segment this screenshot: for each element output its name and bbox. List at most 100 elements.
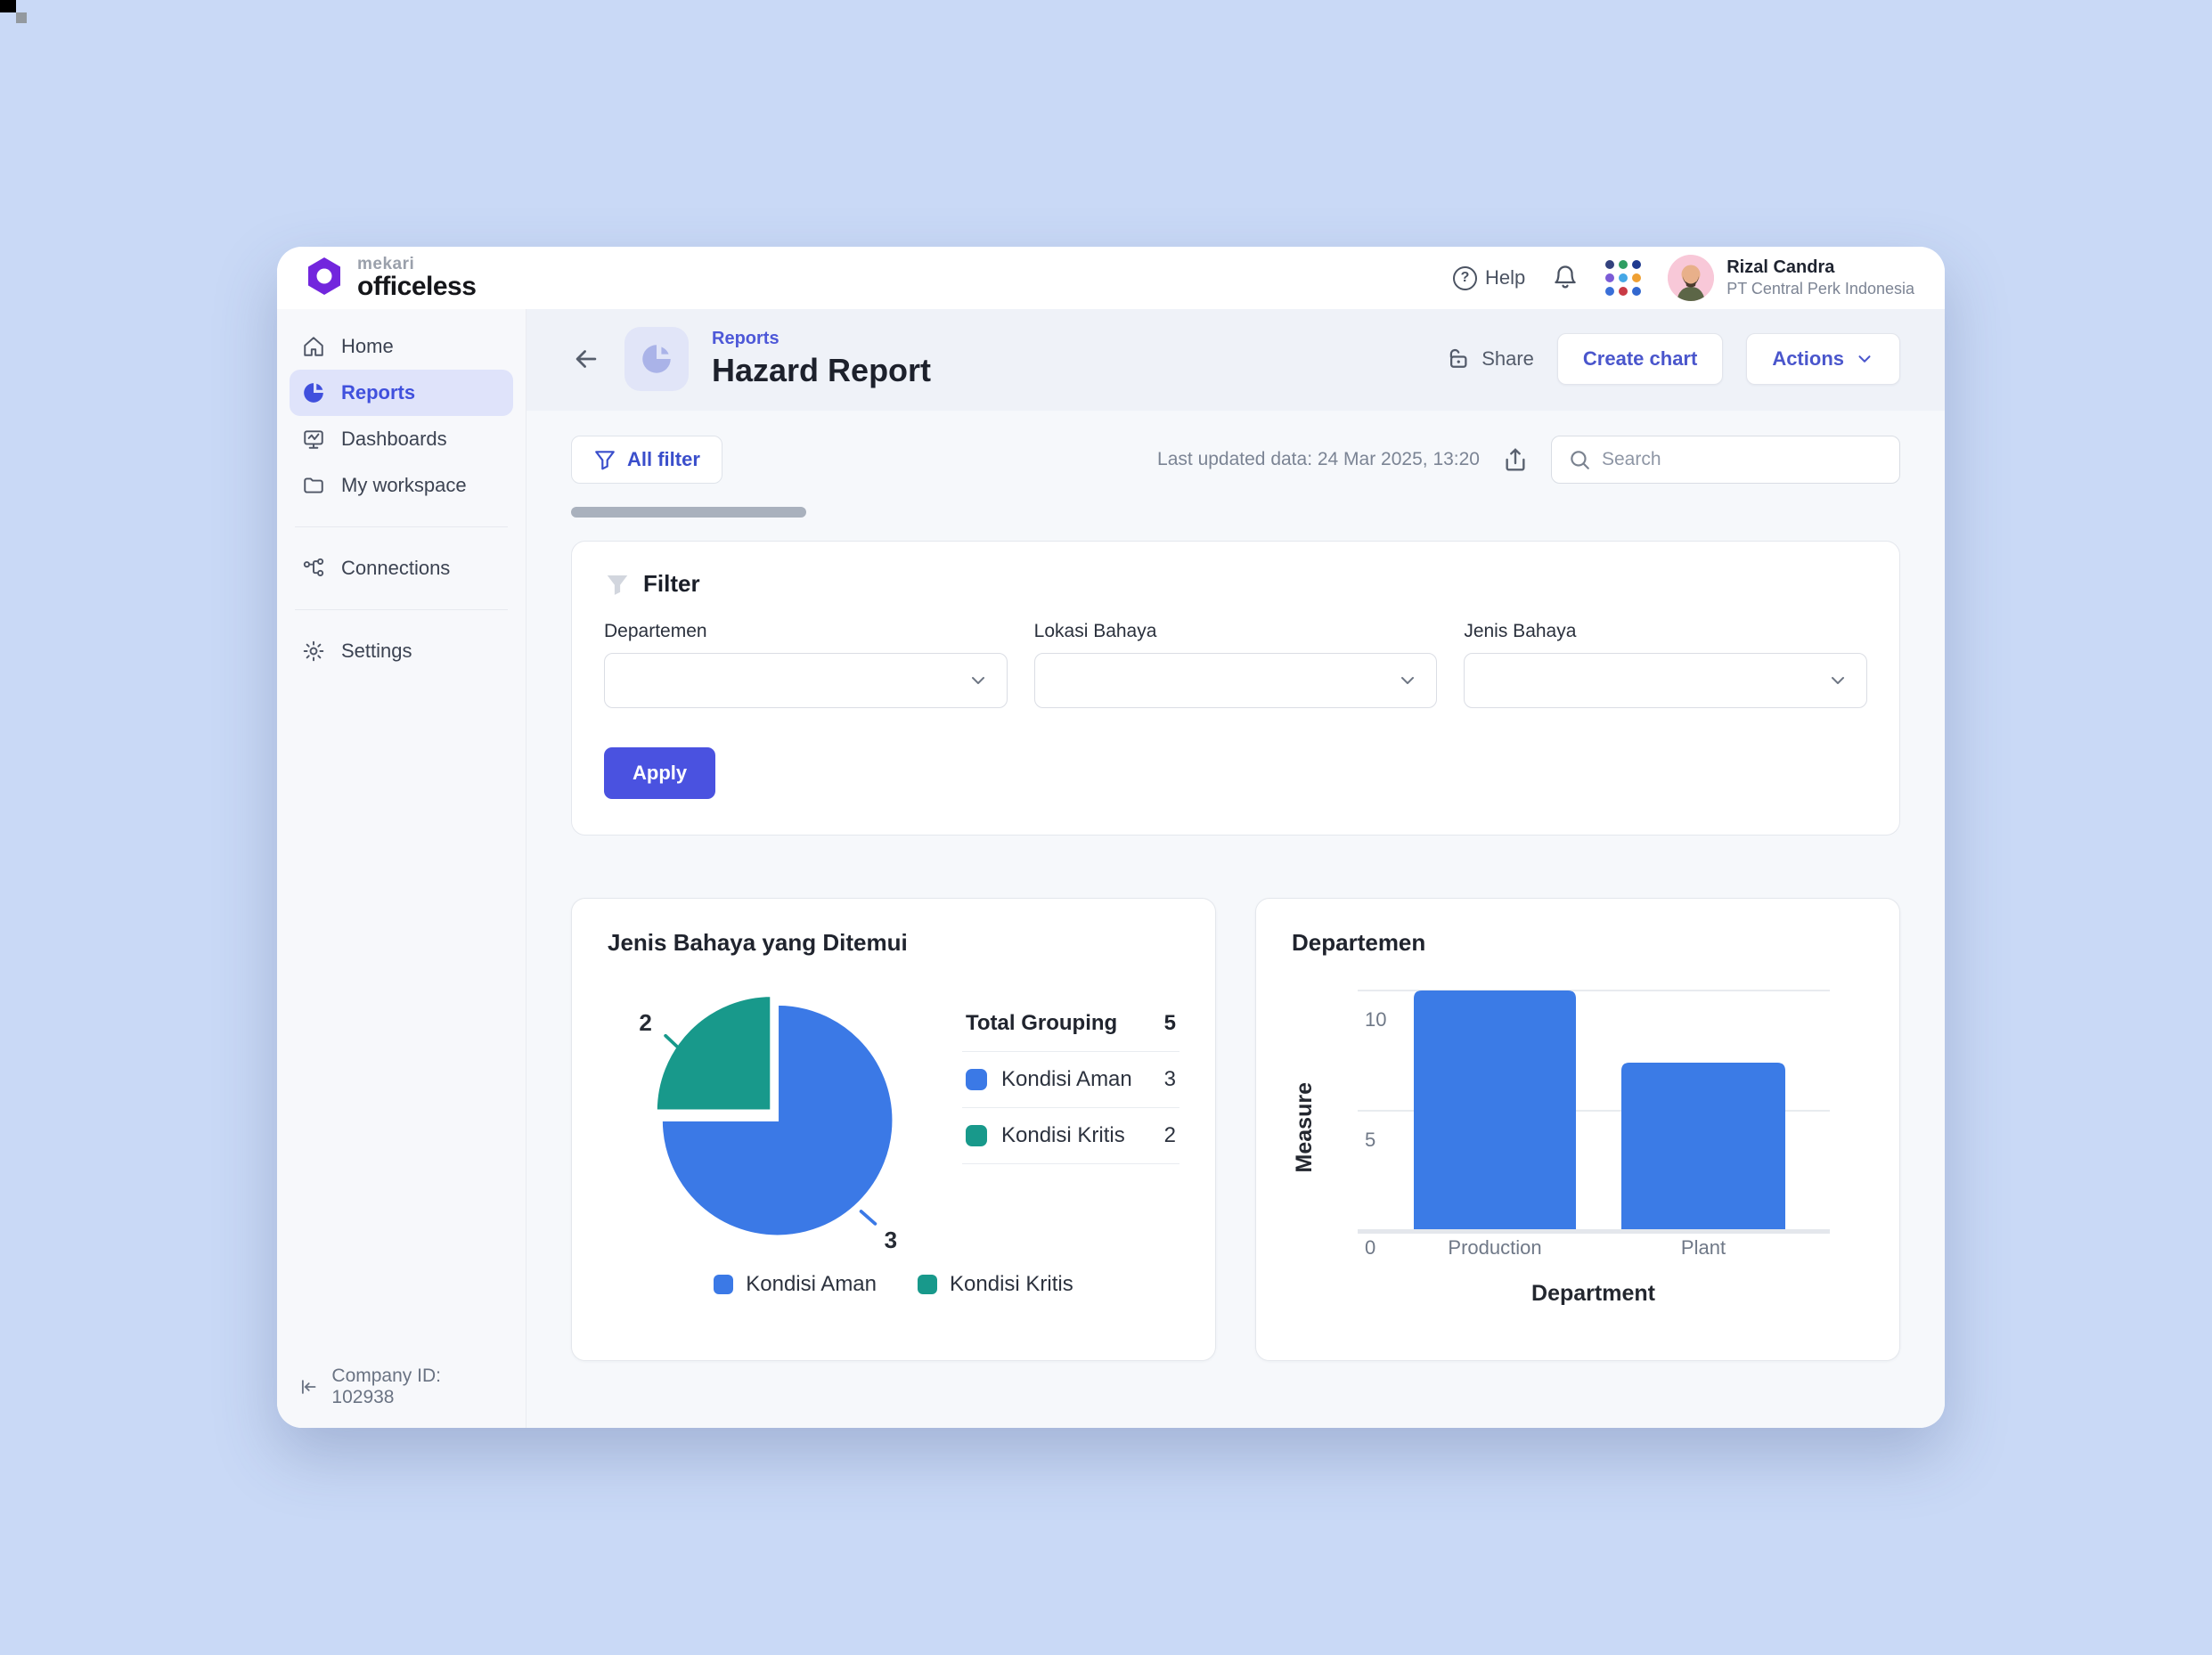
sidebar-item-label: Settings: [341, 640, 412, 662]
filter-panel-title: Filter: [643, 570, 700, 597]
chevron-down-icon: [1858, 355, 1871, 363]
x-axis-label: Department: [1531, 1281, 1655, 1306]
sidebar-item-reports[interactable]: Reports: [290, 370, 513, 416]
legend-item-kritis[interactable]: Kondisi Kritis: [918, 1272, 1073, 1297]
actions-label: Actions: [1772, 347, 1844, 370]
sidebar-item-dashboards[interactable]: Dashboards: [290, 416, 513, 462]
legend-chip: [918, 1275, 938, 1294]
page-header: Reports Hazard Report Share Cre: [526, 309, 1945, 411]
sidebar: Home Reports Dashboards My workspace: [277, 309, 526, 1428]
sidebar-item-label: Dashboards: [341, 428, 447, 450]
lokasi-bahaya-select[interactable]: [1033, 653, 1438, 708]
user-menu[interactable]: Rizal Candra PT Central Perk Indonesia: [1668, 255, 1914, 301]
folder-icon: [304, 477, 323, 493]
jenis-bahaya-select[interactable]: [1464, 653, 1867, 708]
screen-corner-artifact-2: [16, 12, 27, 23]
kondisi-kritis-chip: [966, 1125, 987, 1146]
report-content: All filter Last updated data: 24 Mar 202…: [526, 411, 1945, 1428]
brand-logo[interactable]: mekari officeless: [304, 255, 477, 301]
bar-chart[interactable]: 10 5 0 Production Plant: [1344, 983, 1843, 1261]
pie-chart-title: Jenis Bahaya yang Ditemui: [608, 929, 908, 956]
sidebar-divider: [295, 609, 508, 610]
all-filter-label: All filter: [627, 448, 700, 470]
page-title: Hazard Report: [712, 352, 932, 389]
report-pie-icon: [624, 327, 689, 391]
actions-button[interactable]: Actions: [1746, 333, 1900, 385]
bar-chart-title: Departemen: [1292, 929, 1426, 956]
home-icon: [304, 337, 323, 356]
brand-name-top: mekari: [357, 255, 415, 273]
field-label: Jenis Bahaya: [1464, 621, 1577, 641]
filter-panel: Filter Departemen Lokasi Bahaya: [571, 541, 1900, 836]
back-button[interactable]: [571, 344, 601, 374]
brand-name-bottom: officeless: [357, 272, 477, 301]
legend-item-aman[interactable]: Kondisi Aman: [714, 1272, 877, 1297]
help-icon: ?: [1452, 265, 1477, 290]
collapse-arrow-icon: [301, 1380, 316, 1394]
row-value: 3: [1163, 1067, 1176, 1091]
unlock-icon: [1449, 348, 1467, 368]
sidebar-item-settings[interactable]: Settings: [290, 628, 513, 674]
sidebar-item-label: Home: [341, 335, 394, 357]
all-filter-button[interactable]: All filter: [571, 436, 722, 484]
pie-chart[interactable]: 2 3: [608, 973, 939, 1260]
gear-icon: [303, 640, 324, 662]
chevron-down-icon: [971, 677, 984, 684]
y-axis-label: Measure: [1292, 1081, 1317, 1173]
sidebar-item-connections[interactable]: Connections: [290, 545, 513, 591]
search-icon: [1571, 451, 1589, 469]
dashboard-icon: [304, 430, 323, 449]
sidebar-item-home[interactable]: Home: [290, 323, 513, 370]
sidebar-item-my-workspace[interactable]: My workspace: [290, 462, 513, 509]
main-area: Reports Hazard Report Share Cre: [526, 309, 1945, 1428]
app-window: mekari officeless ? Help: [277, 247, 1945, 1428]
avatar: [1668, 255, 1715, 301]
field-label: Departemen: [604, 621, 707, 641]
x-tick-plant: Plant: [1680, 1236, 1725, 1259]
create-chart-label: Create chart: [1582, 347, 1698, 370]
total-grouping-label: Total Grouping: [966, 1011, 1118, 1035]
horizontal-scrollbar-thumb[interactable]: [571, 507, 806, 518]
bar-chart-card: Departemen Measure 10: [1255, 898, 1900, 1361]
departemen-select[interactable]: [604, 653, 1008, 708]
sidebar-item-label: Reports: [341, 381, 416, 404]
field-label: Lokasi Bahaya: [1033, 621, 1157, 641]
pie-chart-icon: [304, 383, 323, 403]
search-input[interactable]: [1602, 449, 1883, 470]
list-item[interactable]: Kondisi Aman 3: [962, 1052, 1179, 1108]
topbar: mekari officeless ? Help: [277, 247, 1945, 309]
apps-grid-icon[interactable]: [1605, 260, 1642, 296]
sidebar-collapse[interactable]: Company ID: 102938: [290, 1366, 513, 1408]
mekari-hexagon-logo-icon: [304, 256, 345, 301]
connections-icon: [303, 558, 324, 576]
user-company: PT Central Perk Indonesia: [1726, 280, 1914, 298]
help-label: Help: [1484, 266, 1526, 289]
pie-callout-aman: 3: [885, 1227, 897, 1253]
export-share-icon[interactable]: [1501, 445, 1530, 474]
create-chart-button[interactable]: Create chart: [1556, 333, 1724, 385]
row-label: Kondisi Kritis: [1001, 1123, 1125, 1147]
apply-button[interactable]: Apply: [604, 747, 716, 799]
total-grouping-value: 5: [1163, 1011, 1176, 1035]
sidebar-item-label: My workspace: [341, 474, 467, 496]
row-value: 2: [1163, 1123, 1176, 1147]
y-tick-5: 5: [1365, 1129, 1375, 1151]
list-item[interactable]: Kondisi Kritis 2: [962, 1108, 1179, 1164]
breadcrumb[interactable]: Reports: [712, 329, 780, 349]
pie-callout-kritis: 2: [639, 1009, 651, 1036]
search-box: [1551, 436, 1900, 484]
filter-field-jenis-bahaya: Jenis Bahaya: [1464, 621, 1867, 708]
share-button[interactable]: Share: [1444, 346, 1534, 372]
share-label: Share: [1481, 347, 1534, 370]
filter-field-departemen: Departemen: [604, 621, 1008, 708]
notifications-bell-icon[interactable]: [1552, 265, 1579, 291]
legend-label: Kondisi Kritis: [950, 1272, 1073, 1296]
chevron-down-icon: [1831, 677, 1844, 684]
filter-field-lokasi-bahaya: Lokasi Bahaya: [1033, 621, 1438, 708]
x-tick-production: Production: [1448, 1236, 1541, 1259]
screen-corner-artifact: [0, 0, 16, 12]
y-tick-10: 10: [1365, 1008, 1386, 1031]
row-label: Kondisi Aman: [1001, 1067, 1132, 1091]
kondisi-aman-chip: [966, 1069, 987, 1090]
help-button[interactable]: ? Help: [1452, 265, 1526, 290]
